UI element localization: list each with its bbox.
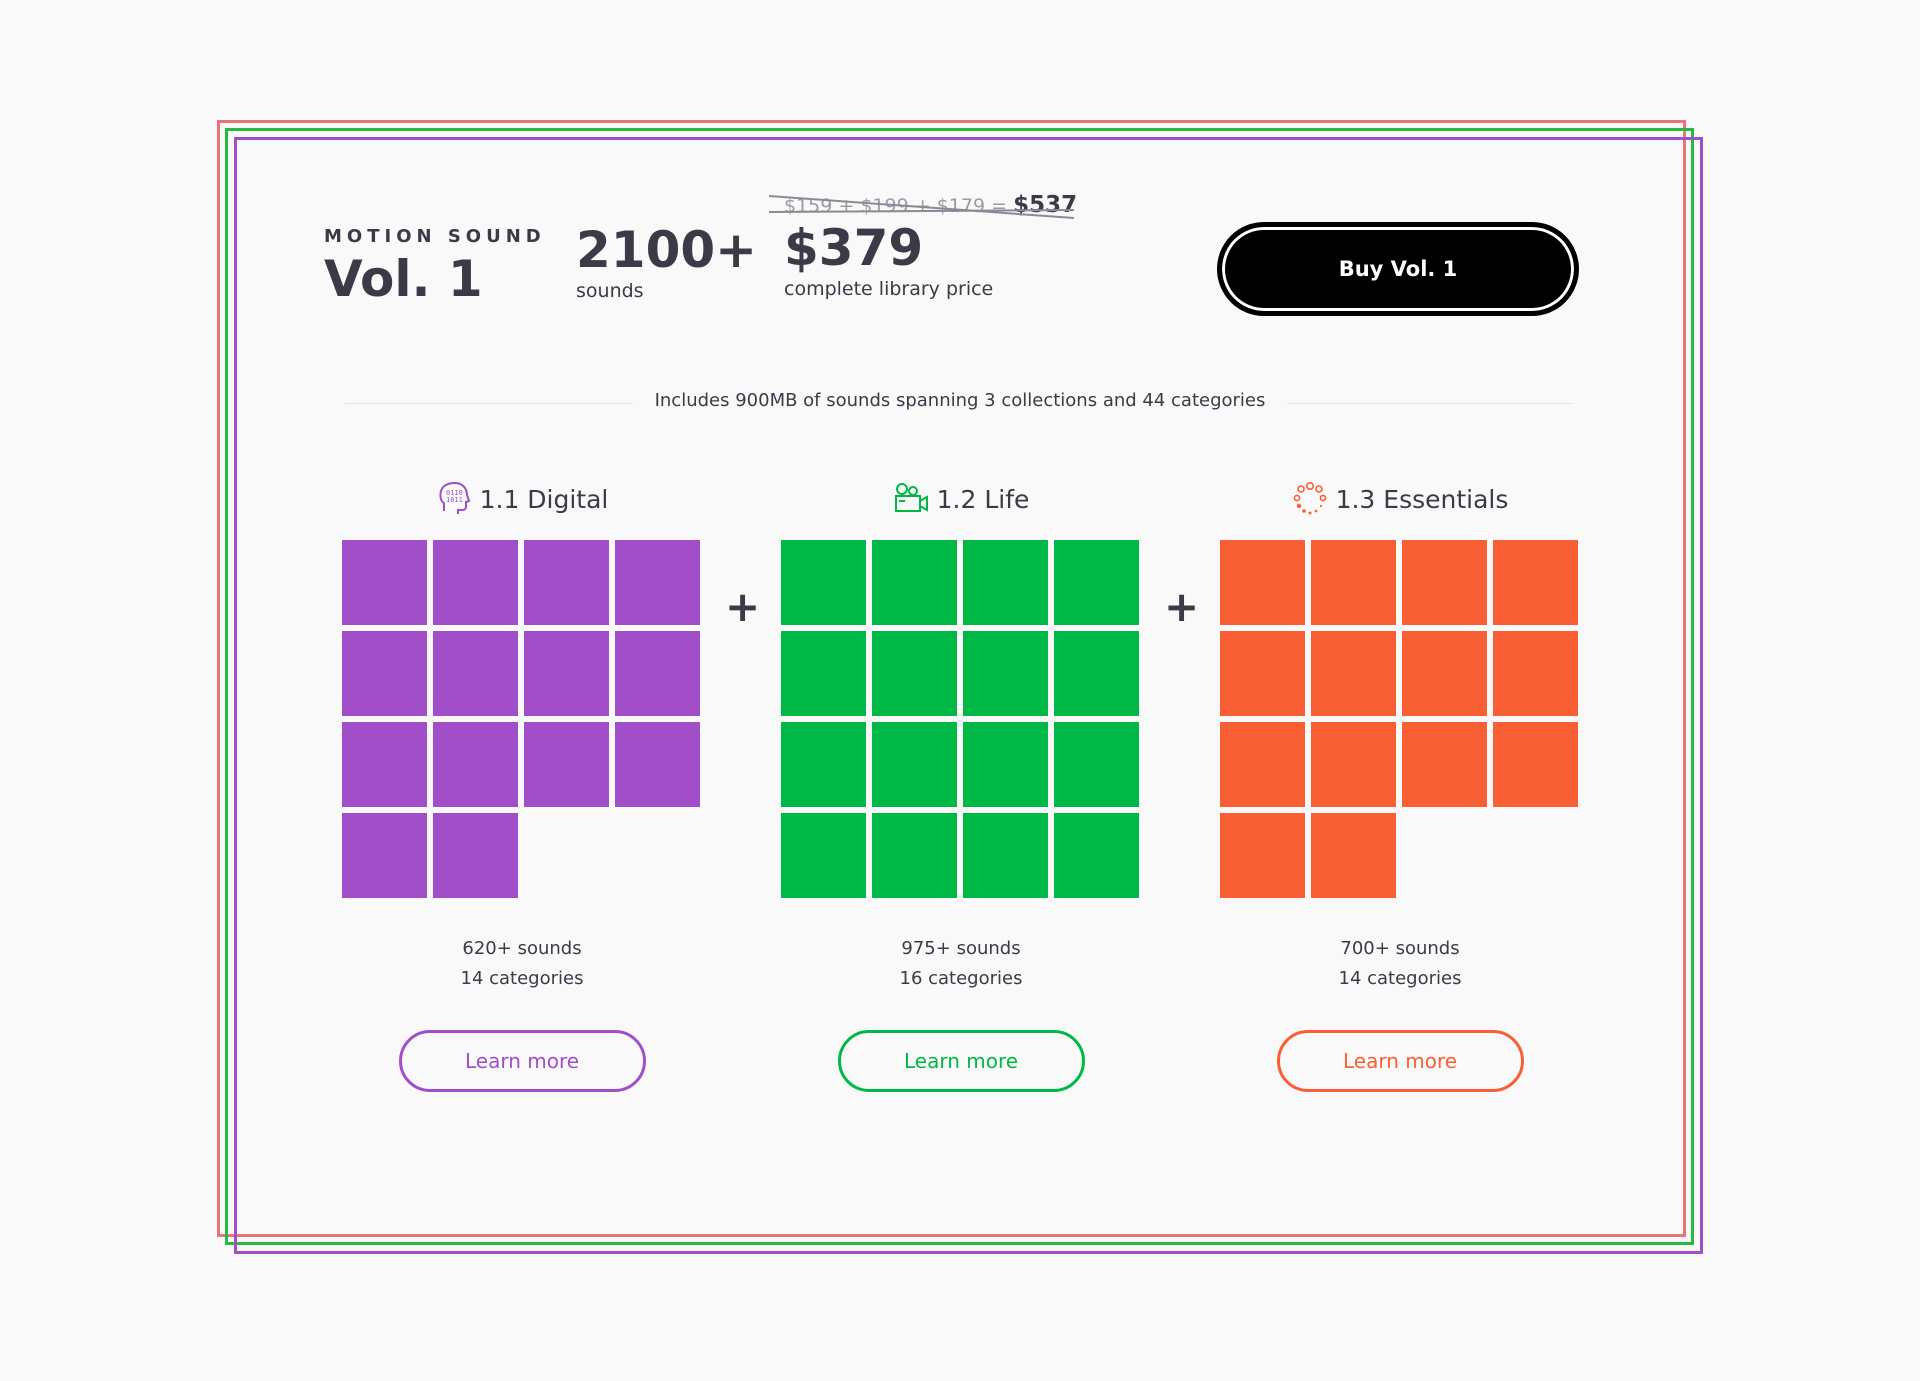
sound-tile [1054,540,1139,625]
sound-tile [1220,540,1305,625]
sound-tile [1311,631,1396,716]
price: $379 [784,219,924,277]
tile-grid [1220,540,1578,898]
dots-circle-icon [1293,481,1326,515]
sound-tile [342,540,427,625]
learn-more-essentials-button[interactable]: Learn more [1276,1030,1524,1092]
sound-tile [872,813,957,898]
collection-title: 1.3 Essentials [1335,484,1509,514]
sounds-count: 975+ sounds [901,938,1021,959]
frame-purple [234,137,1703,1254]
categories-count: 14 categories [460,968,584,989]
sound-tile [615,631,700,716]
collection-essentials: 1.3 Essentials 700+ sounds 14 categories… [1220,474,1580,1092]
sound-tile [1054,813,1139,898]
sound-tile [1493,540,1578,625]
sound-tile [1220,722,1305,807]
old-price: $159 + $199 + $179 = $537 [769,190,1077,220]
price-label: complete library price [784,278,994,300]
sound-tile [781,722,866,807]
collection-title: 1.2 Life [936,484,1030,514]
sound-tile [1402,722,1487,807]
categories-count: 16 categories [899,968,1023,989]
frame-red [217,120,1686,1237]
sound-tile [963,722,1048,807]
sound-tile [1054,722,1139,807]
learn-more-digital-button[interactable]: Learn more [398,1030,646,1092]
sound-tile [872,722,957,807]
sound-tile [781,540,866,625]
sound-tile [1054,631,1139,716]
sound-tile [963,540,1048,625]
collection-header: 1.2 Life [781,474,1141,524]
sound-tile [342,813,427,898]
categories-count: 14 categories [1338,968,1462,989]
sound-tile [615,722,700,807]
sound-tile [1402,540,1487,625]
collection-title: 1.1 Digital [479,484,609,514]
sound-tile [963,813,1048,898]
learn-more-life-button[interactable]: Learn more [837,1030,1085,1092]
sound-tile [1402,631,1487,716]
sound-tile [524,540,609,625]
buy-button[interactable]: Buy Vol. 1 [1217,222,1579,316]
svg-text:1011: 1011 [446,496,463,504]
sound-tile [342,722,427,807]
collection-header: 0110 1011 1.1 Digital [342,474,702,524]
svg-text:0110: 0110 [446,489,463,497]
collection-stats: 620+ sounds 14 categories [342,934,702,994]
sound-tile [963,631,1048,716]
camera-icon [894,483,928,512]
plus-sign: + [1164,582,1200,631]
collection-stats: 975+ sounds 16 categories [781,934,1141,994]
sound-tile [1493,631,1578,716]
includes-text: Includes 900MB of sounds spanning 3 coll… [632,390,1288,411]
sound-tile [781,631,866,716]
collection-digital: 0110 1011 1.1 Digital 620+ sounds 14 cat… [342,474,702,1092]
sound-tile [433,813,518,898]
sound-tile [433,722,518,807]
sounds-count-block: 2100+ sounds [576,222,757,302]
sound-tile [1220,813,1305,898]
includes-text-row: Includes 900MB of sounds spanning 3 coll… [0,390,1920,411]
volume-title: Vol. 1 [324,250,483,308]
digital-head-icon: 0110 1011 [439,481,470,514]
sounds-count: 620+ sounds [462,938,582,959]
sound-tile [1311,722,1396,807]
sound-tile [1220,631,1305,716]
collection-life: 1.2 Life 975+ sounds 16 categories Learn… [781,474,1141,1092]
sound-tile [433,631,518,716]
collection-stats: 700+ sounds 14 categories [1220,934,1580,994]
price-block: $159 + $199 + $179 = $537 $379 complete … [769,190,1077,300]
sound-tile [781,813,866,898]
sounds-count: 2100+ [576,221,758,279]
sound-tile [872,540,957,625]
sound-tile [524,631,609,716]
sound-tile [872,631,957,716]
tile-grid [342,540,700,898]
sounds-label: sounds [576,280,644,302]
sound-tile [1311,540,1396,625]
sounds-count: 700+ sounds [1340,938,1460,959]
sound-tile [524,722,609,807]
sound-tile [1493,722,1578,807]
brand-label: MOTION SOUND [324,226,546,247]
title-block: MOTION SOUND Vol. 1 [324,226,546,307]
sound-tile [342,631,427,716]
strikethrough-line [769,195,1074,219]
sound-tile [615,540,700,625]
sound-tile [433,540,518,625]
collection-header: 1.3 Essentials [1220,474,1580,524]
frame-green [225,128,1694,1245]
plus-sign: + [725,582,761,631]
tile-grid [781,540,1139,898]
sound-tile [1311,813,1396,898]
